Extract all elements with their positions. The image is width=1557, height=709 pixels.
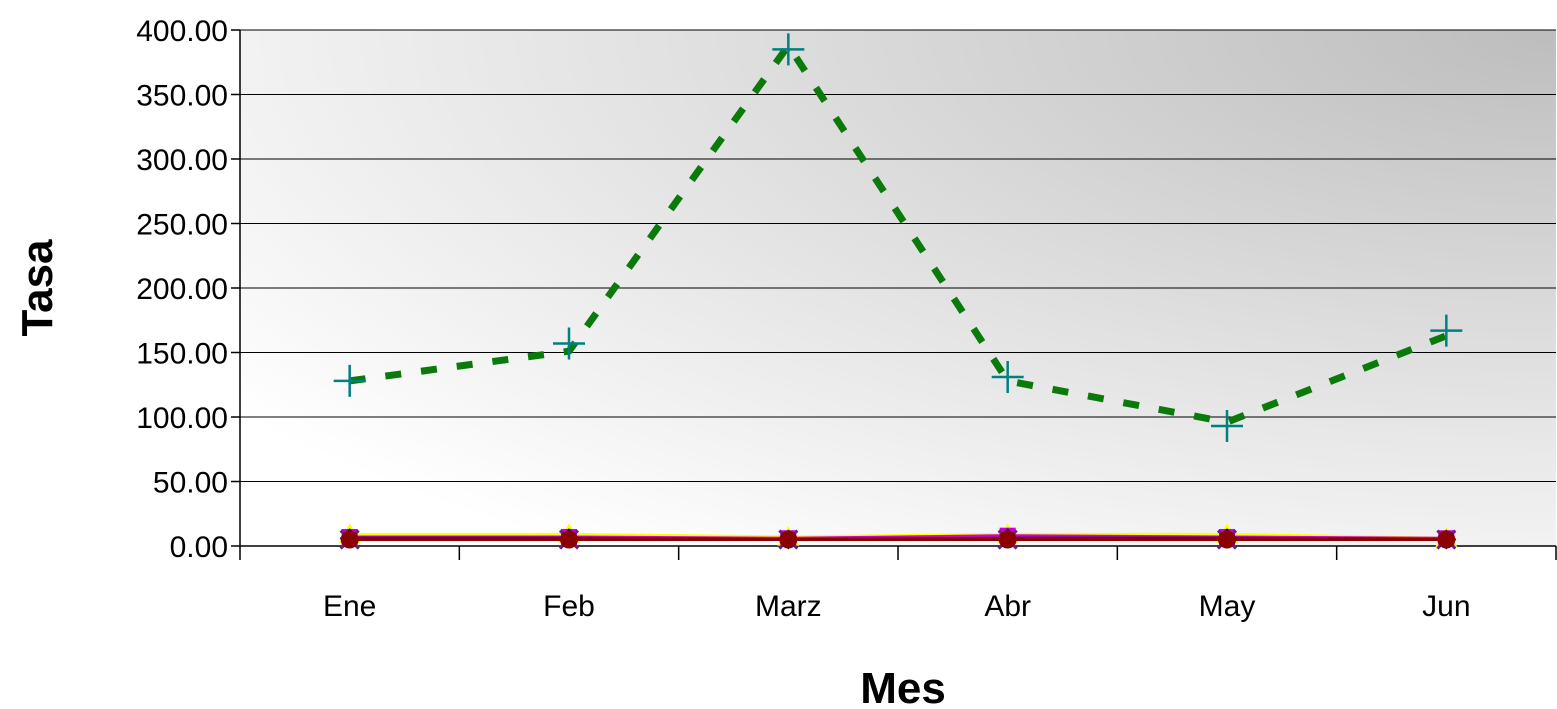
x-axis-title: Mes (860, 664, 946, 704)
y-tick-label: 150.00 (136, 338, 228, 371)
circle-point (1218, 530, 1236, 549)
circle-point (779, 530, 798, 549)
x-tick-label: May (1199, 590, 1256, 623)
y-axis-title: Tasa (13, 239, 62, 337)
tick-labels: 0.00 50.00 100.00 150.00 200.00 250.00 300.00 3… (136, 15, 1470, 623)
circle-point (998, 530, 1017, 549)
y-tick-label: 350.00 (136, 80, 228, 113)
circle-point (340, 530, 359, 549)
series-layer (333, 33, 1463, 550)
x-tick-label: Jun (1422, 590, 1470, 623)
y-tick-label: 250.00 (136, 209, 228, 242)
plus-point (1430, 314, 1463, 347)
gridlines (240, 29, 1556, 482)
plus-point (991, 361, 1024, 394)
y-tick-label: 100.00 (136, 402, 228, 435)
series-1 (333, 33, 1463, 443)
axes (231, 29, 1557, 560)
y-tick-label: 400.00 (136, 15, 228, 48)
x-tick-label: Ene (323, 590, 376, 623)
y-tick-label: 200.00 (136, 273, 228, 306)
x-tick-label: Feb (543, 590, 595, 623)
plus-point (333, 364, 366, 397)
y-tick-label: 50.00 (153, 467, 228, 500)
y-tick-label: 0.00 (170, 531, 228, 564)
series-6 (340, 530, 1456, 549)
x-tick-label: Marz (755, 590, 822, 623)
x-tick-label: Abr (984, 590, 1031, 623)
plus-point (1211, 410, 1243, 443)
circle-point (1437, 530, 1456, 549)
plus-point (553, 327, 585, 360)
plus-point (772, 33, 805, 66)
circle-point (560, 530, 578, 549)
series-trend-line (349, 41, 1448, 426)
y-tick-label: 300.00 (136, 144, 228, 177)
